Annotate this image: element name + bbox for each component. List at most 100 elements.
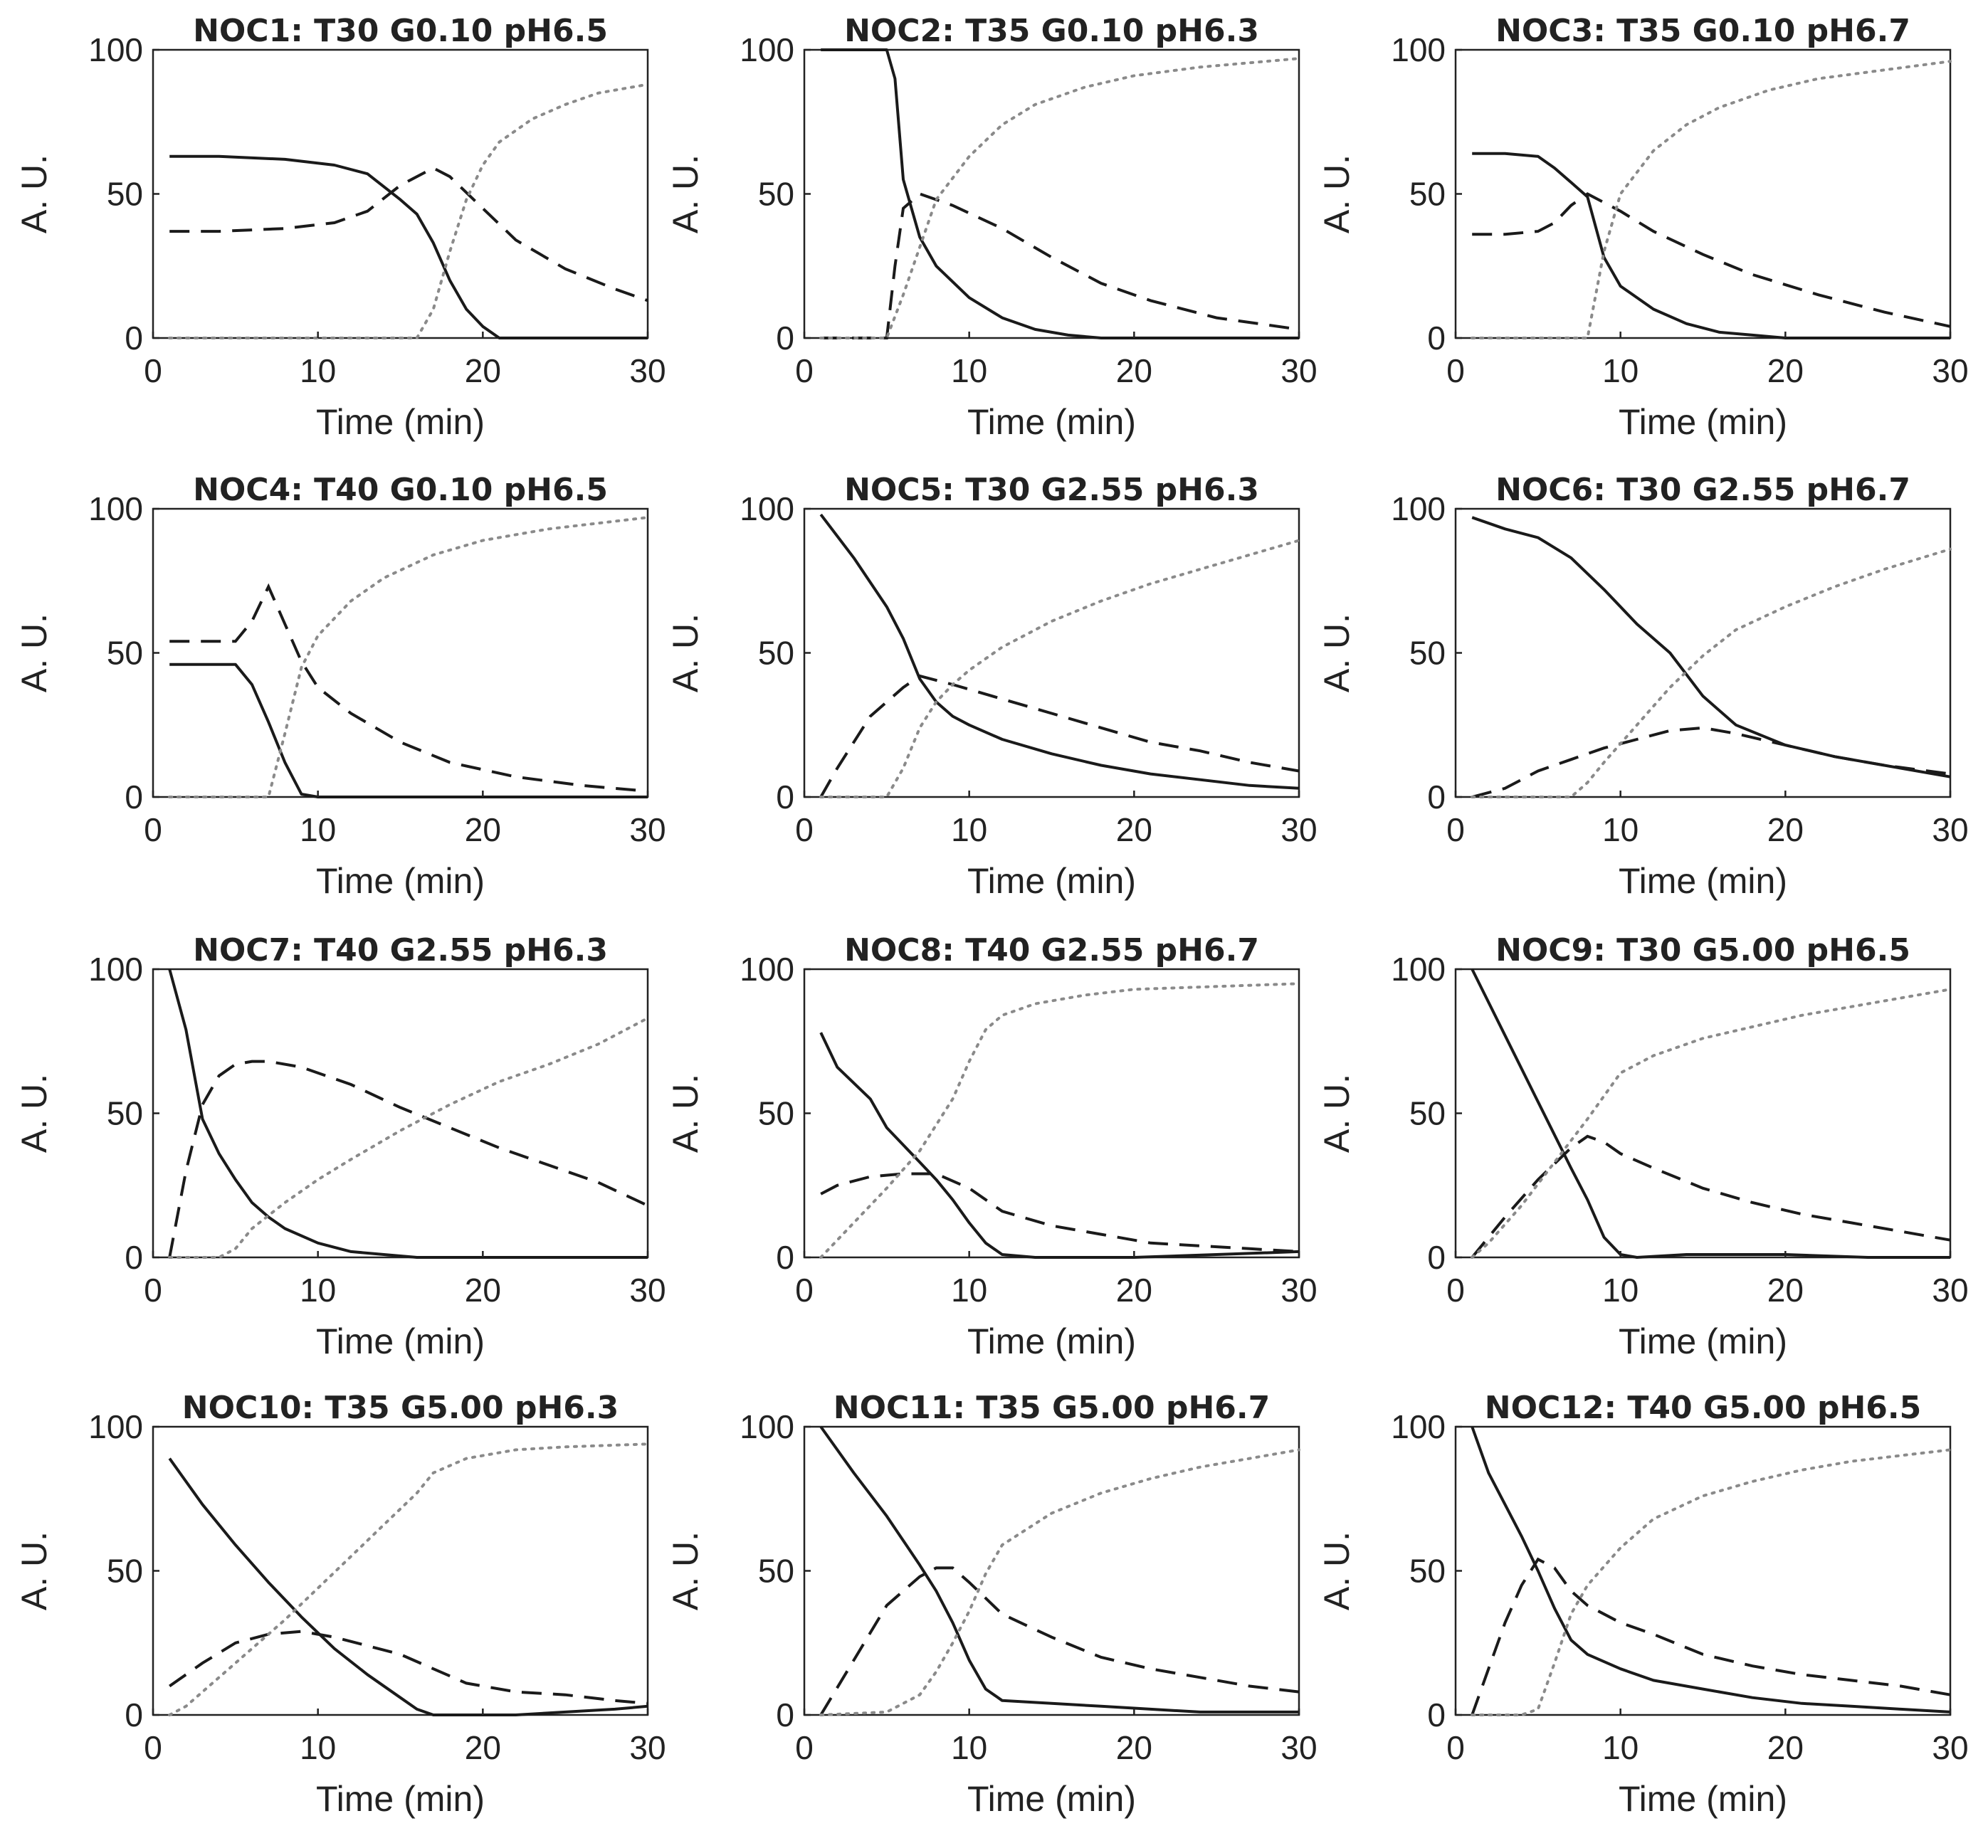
x-axis-label: Time (min) — [316, 1779, 485, 1819]
series-dotted-line — [819, 1448, 1300, 1716]
series-solid-line — [821, 48, 1299, 339]
x-tick-label: 30 — [1280, 352, 1317, 389]
x-tick-label: 10 — [1602, 352, 1639, 389]
y-axis-label: A. U. — [14, 154, 54, 233]
series-dotted-line — [819, 57, 1300, 339]
series-dashed-line — [1471, 1557, 1951, 1716]
series-dotted-line — [168, 516, 649, 798]
x-tick-label: 30 — [1932, 352, 1968, 389]
y-tick-label: 100 — [88, 31, 143, 68]
plot-frame — [152, 507, 649, 798]
panel-title: NOC7: T40 G2.55 pH6.3 — [193, 932, 608, 968]
x-tick-label: 20 — [1767, 1272, 1804, 1309]
chart-panel-1: 0 10 20 30 0 50 100 NOC1: T30 G0.10 pH6.5 Time (… — [14, 13, 666, 442]
series-solid-line — [168, 968, 648, 1259]
x-tick-label: 20 — [1767, 352, 1804, 389]
plot-frame — [803, 1425, 1300, 1716]
x-tick-label: 30 — [629, 1272, 666, 1309]
y-tick-label: 0 — [125, 320, 143, 357]
panel-title: NOC11: T35 G5.00 pH6.7 — [833, 1390, 1271, 1426]
x-tick-label: 0 — [795, 811, 814, 848]
series-dashed-line — [169, 1630, 648, 1705]
y-tick-label: 100 — [1391, 31, 1446, 68]
series-dashed-line — [819, 674, 1300, 798]
x-tick-label: 30 — [1932, 811, 1968, 848]
series-dashed-line — [821, 192, 1300, 339]
x-tick-label: 10 — [300, 811, 336, 848]
plot-frame — [152, 968, 649, 1259]
y-tick-label: 100 — [740, 490, 794, 527]
x-axis-label: Time (min) — [316, 1321, 485, 1361]
y-tick-label: 0 — [776, 1239, 794, 1276]
y-axis-label: A. U. — [1317, 613, 1357, 692]
y-tick-label: 0 — [125, 778, 143, 815]
x-tick-label: 10 — [300, 1272, 336, 1309]
series-dotted-line — [168, 1442, 649, 1716]
y-tick-label: 50 — [107, 1553, 143, 1590]
y-tick-label: 50 — [1409, 635, 1446, 672]
panel-title: NOC1: T30 G0.10 pH6.5 — [193, 13, 608, 49]
x-tick-label: 0 — [144, 811, 162, 848]
x-tick-label: 30 — [629, 811, 666, 848]
y-axis-label: A. U. — [14, 1074, 54, 1153]
x-tick-label: 0 — [795, 1729, 814, 1766]
x-tick-label: 0 — [144, 352, 162, 389]
y-tick-label: 100 — [1391, 1408, 1446, 1445]
series-dotted-line — [168, 1016, 649, 1259]
panel-title: NOC3: T35 G0.10 pH6.7 — [1495, 13, 1910, 49]
y-tick-label: 0 — [1427, 320, 1446, 357]
y-tick-label: 50 — [1409, 1095, 1446, 1132]
x-axis-label: Time (min) — [316, 861, 485, 901]
x-tick-label: 30 — [1280, 1729, 1317, 1766]
plot-frame — [1454, 1425, 1952, 1716]
chart-panel-8: 0 10 20 30 0 50 100 NOC8: T40 G2.55 pH6.7 Time (… — [666, 932, 1318, 1361]
chart-panel-6: 0 10 20 30 0 50 100 NOC6: T30 G2.55 pH6.7 Time (… — [1317, 472, 1969, 901]
x-tick-label: 20 — [1767, 1729, 1804, 1766]
series-dashed-line — [169, 583, 648, 793]
series-solid-line — [1472, 152, 1950, 339]
series-dashed-line — [1472, 192, 1951, 328]
plot-frame — [803, 48, 1300, 339]
y-tick-label: 50 — [758, 635, 794, 672]
x-axis-label: Time (min) — [967, 1779, 1136, 1819]
series-dashed-line — [820, 1172, 1300, 1253]
chart-panel-3: 0 10 20 30 0 50 100 NOC3: T35 G0.10 pH6.7 Time (… — [1317, 13, 1969, 442]
y-tick-label: 100 — [1391, 951, 1446, 988]
y-tick-label: 50 — [758, 1095, 794, 1132]
series-dotted-line — [1471, 547, 1952, 798]
y-axis-label: A. U. — [14, 1531, 54, 1610]
y-axis-label: A. U. — [666, 154, 705, 233]
panel-title: NOC2: T35 G0.10 pH6.3 — [844, 13, 1259, 49]
x-axis-label: Time (min) — [967, 402, 1136, 442]
y-tick-label: 50 — [758, 1553, 794, 1590]
y-tick-label: 50 — [1409, 1553, 1446, 1590]
y-tick-label: 0 — [125, 1696, 143, 1733]
x-tick-label: 20 — [1767, 811, 1804, 848]
y-tick-label: 0 — [776, 1696, 794, 1733]
plot-frame — [1454, 507, 1952, 798]
x-tick-label: 20 — [1116, 352, 1152, 389]
y-tick-label: 50 — [1409, 176, 1446, 213]
chart-panel-5: 0 10 20 30 0 50 100 NOC5: T30 G2.55 pH6.3 Time (… — [666, 472, 1318, 901]
y-axis-label: A. U. — [1317, 154, 1357, 233]
x-tick-label: 10 — [1602, 811, 1639, 848]
panel-title: NOC6: T30 G2.55 pH6.7 — [1495, 472, 1910, 508]
series-solid-line — [169, 154, 648, 339]
y-tick-label: 100 — [740, 1408, 794, 1445]
y-tick-label: 100 — [740, 31, 794, 68]
x-tick-label: 10 — [1602, 1272, 1639, 1309]
series-solid-line — [168, 1457, 648, 1716]
chart-panel-11: 0 10 20 30 0 50 100 NOC11: T35 G5.00 pH6.7 Time … — [666, 1390, 1318, 1819]
x-tick-label: 10 — [951, 811, 987, 848]
plot-frame — [152, 1425, 649, 1716]
x-tick-label: 0 — [795, 352, 814, 389]
chart-panel-9: 0 10 20 30 0 50 100 NOC9: T30 G5.00 pH6.5 Time (… — [1317, 932, 1969, 1361]
series-solid-line — [1471, 1426, 1951, 1714]
x-tick-label: 20 — [465, 811, 501, 848]
series-dashed-line — [1471, 726, 1951, 798]
x-axis-label: Time (min) — [316, 402, 485, 442]
series-dashed-line — [819, 1566, 1300, 1716]
x-tick-label: 20 — [465, 352, 501, 389]
y-axis-label: A. U. — [666, 613, 705, 692]
plot-frame — [152, 48, 649, 339]
